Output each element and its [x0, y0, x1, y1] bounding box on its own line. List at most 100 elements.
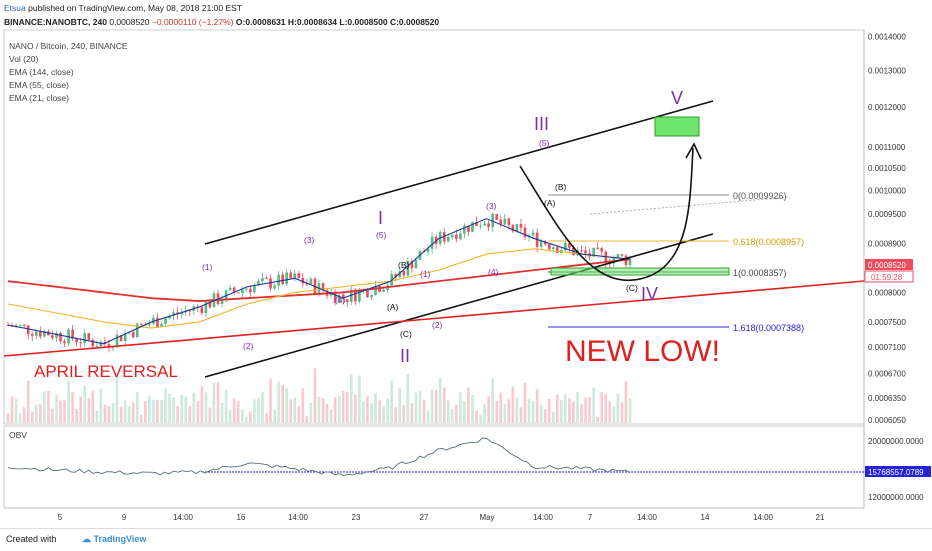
ema-lines — [7, 218, 631, 345]
wave-iii-label: III — [534, 114, 549, 134]
candle-body — [196, 306, 200, 308]
chart-header: Etsua published on TradingView.com, May … — [0, 0, 932, 30]
april-trendline — [3, 280, 865, 357]
candle-body — [281, 274, 284, 285]
obv-legend[interactable]: OBV — [9, 430, 27, 440]
obv-tick-low: 12000000.0000 — [868, 493, 924, 502]
candle-body — [495, 214, 499, 220]
volume-bar — [430, 389, 434, 423]
volume-bar — [527, 399, 531, 423]
time-tick: 14:00 — [753, 513, 774, 522]
volume-bar — [30, 411, 34, 423]
volume-bar — [479, 415, 482, 423]
price-tick: 0.0012000 — [868, 103, 906, 112]
candle-body — [75, 338, 78, 343]
volume-bar — [22, 407, 26, 423]
volume-bar — [317, 396, 321, 423]
tradingview-logo[interactable]: ☁ TradingView — [82, 534, 147, 544]
candle-body — [483, 223, 486, 226]
volume-bar — [580, 404, 583, 423]
candle-body — [301, 278, 305, 284]
candle-body — [261, 277, 264, 282]
price-tick: 0.0011000 — [868, 143, 906, 152]
volume-bar — [63, 400, 66, 423]
candle-body — [107, 343, 111, 348]
candle-body — [91, 339, 95, 347]
legend-vol[interactable]: Vol (20) — [9, 54, 38, 64]
footer: Created with ☁ TradingView — [0, 528, 932, 551]
candle-body — [55, 332, 58, 338]
author-link[interactable]: Etsua — [4, 3, 26, 13]
price-tick: 0.0007100 — [868, 343, 906, 352]
candle-body — [208, 301, 212, 308]
fib-1618-label: 1.618(0.0007388) — [733, 323, 804, 333]
legend-ema144[interactable]: EMA (144, close) — [9, 67, 74, 77]
volume-bar — [555, 394, 559, 423]
volume-bar — [75, 409, 78, 423]
channel-lower-line — [204, 233, 714, 378]
volume-bar — [305, 416, 309, 423]
last-value: 0.0008520 — [109, 17, 150, 27]
volume-bar — [107, 406, 111, 423]
time-tick: 5 — [58, 513, 63, 522]
volume-bar — [240, 409, 244, 423]
candle-body — [450, 234, 454, 237]
volume-bar — [87, 398, 91, 423]
volume-bar — [123, 400, 127, 423]
legend-ema55[interactable]: EMA (55, close) — [9, 80, 69, 90]
volume-bar — [491, 378, 494, 423]
candle-body — [321, 283, 325, 291]
volume-bar — [450, 409, 454, 423]
volume-bar — [600, 391, 604, 423]
volume-bar — [95, 411, 99, 423]
candle-body — [204, 301, 208, 314]
volume-bar — [382, 406, 385, 423]
candle-body — [305, 283, 309, 285]
volume-bar — [168, 393, 171, 423]
obv-level-value: 15768557.0789 — [868, 468, 924, 477]
volume-bar — [378, 400, 381, 423]
volume-bar — [588, 396, 591, 423]
change-value: −0.0000110 (−1.27%) — [151, 17, 234, 27]
volume-bar — [131, 402, 135, 423]
candle-body — [499, 219, 503, 225]
volume-bar — [341, 391, 345, 423]
price-axis[interactable]: 0.0014000 0.0013000 0.0012000 0.0011000 0.00… — [868, 32, 906, 425]
candle-body — [503, 218, 507, 225]
candle-body — [459, 233, 462, 240]
sub-wave-c1: (C) — [400, 329, 412, 339]
ema-line-55 — [7, 248, 631, 329]
candle-body — [51, 335, 54, 338]
volume-bar — [39, 404, 42, 423]
candle-body — [240, 289, 244, 294]
volume-bar — [156, 399, 159, 423]
candle-body — [551, 247, 555, 249]
candle-body — [414, 259, 418, 269]
last-price-value: 0.0008520 — [868, 261, 906, 270]
candle-body — [95, 346, 99, 348]
candle-body — [14, 325, 18, 327]
time-axis[interactable]: 5 9 14:00 16 14:00 23 27 May 14:00 7 14:00 14 14:00 2… — [58, 513, 825, 522]
volume-bar — [539, 404, 543, 423]
volume-bar — [200, 386, 204, 423]
candle-body — [123, 333, 127, 342]
candle-body — [366, 289, 369, 298]
sub-wave-4a: (4) — [335, 295, 346, 305]
candle-body — [547, 244, 551, 249]
wave-iv-label: IV — [641, 284, 658, 304]
volume-bar — [293, 397, 297, 423]
sub-wave-c2: (C) — [626, 283, 638, 293]
volume-bar — [446, 400, 450, 423]
fib-dotted-line — [589, 196, 791, 215]
candle-body — [180, 312, 183, 315]
candle-body — [596, 247, 599, 249]
candle-body — [511, 225, 515, 232]
candle-body — [519, 224, 523, 228]
candle-body — [228, 287, 232, 291]
time-tick: 21 — [816, 513, 825, 522]
candle-body — [309, 278, 313, 284]
legend-ema21[interactable]: EMA (21, close) — [9, 93, 69, 103]
volume-bar — [224, 389, 228, 423]
ema-line-144 — [7, 258, 631, 302]
